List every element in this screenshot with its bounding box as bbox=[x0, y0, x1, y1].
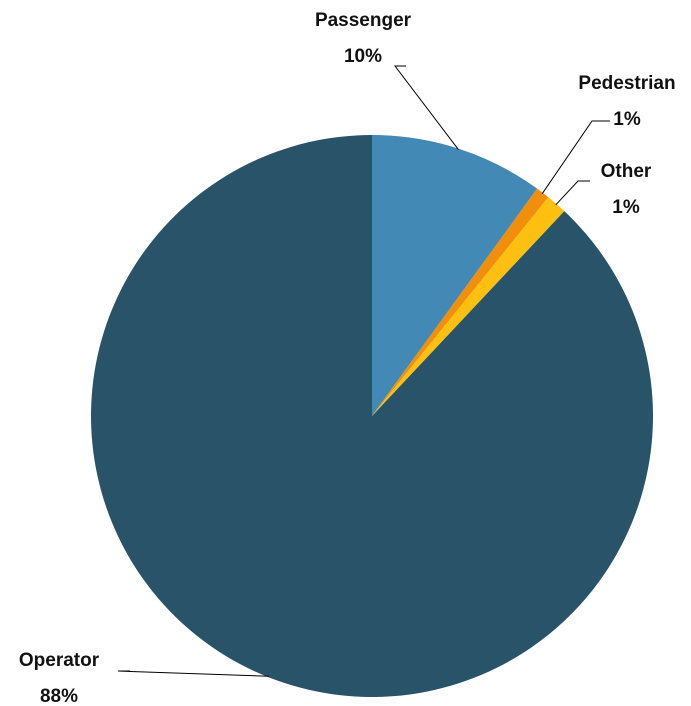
label-pedestrian: Pedestrian 1% bbox=[578, 73, 675, 130]
label-operator: Operator 88% bbox=[19, 650, 100, 706]
leader-lines bbox=[117, 65, 610, 677]
pie-slices bbox=[91, 135, 654, 697]
label-pedestrian-percent: 1% bbox=[613, 109, 641, 130]
label-passenger-name: Passenger bbox=[315, 10, 412, 31]
pie-slice-pedestrian bbox=[372, 188, 549, 416]
pie-slice-passenger bbox=[372, 135, 538, 416]
leader-line-passenger bbox=[393, 65, 459, 151]
pie-slice-other bbox=[372, 197, 565, 416]
label-operator-name: Operator bbox=[19, 650, 100, 671]
label-passenger: Passenger 10% bbox=[315, 10, 412, 67]
label-operator-percent: 88% bbox=[40, 686, 78, 706]
label-other-name: Other bbox=[601, 161, 652, 182]
leader-line-pedestrian bbox=[541, 120, 610, 194]
label-other-percent: 1% bbox=[612, 197, 640, 218]
pie-slice-operator bbox=[91, 135, 654, 697]
label-pedestrian-name: Pedestrian bbox=[578, 73, 675, 94]
label-passenger-percent: 10% bbox=[344, 46, 382, 67]
leader-line-operator bbox=[117, 670, 269, 677]
label-other: Other 1% bbox=[601, 161, 652, 218]
leader-line-other bbox=[555, 180, 590, 206]
